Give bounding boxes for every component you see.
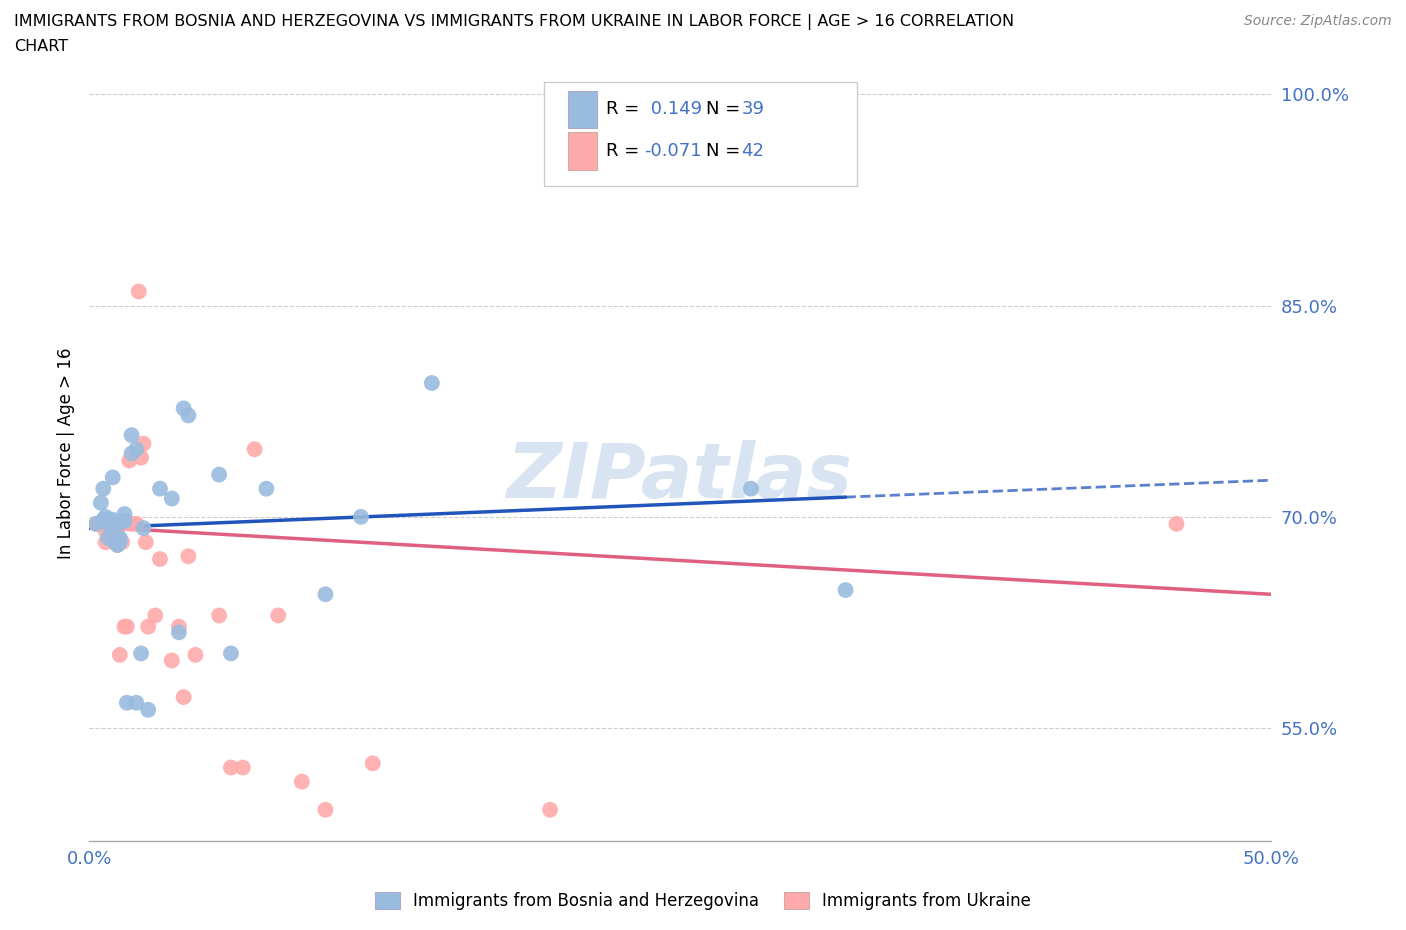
Point (149, 551, 172, 566)
Point (173, 401, 195, 416)
Text: 42: 42 (741, 142, 765, 160)
Point (107, 530, 129, 545)
Point (104, 516, 127, 531)
Point (160, 491, 183, 506)
Point (121, 428, 143, 443)
Point (740, 481, 762, 496)
Text: N =: N = (706, 142, 747, 160)
Point (107, 516, 129, 531)
Point (167, 619, 190, 634)
Point (420, 376, 443, 391)
Point (101, 516, 124, 531)
Point (114, 507, 136, 522)
Text: CHART: CHART (14, 39, 67, 54)
Point (94, 524, 117, 538)
Point (111, 513, 134, 528)
Point (108, 647, 131, 662)
Point (254, 481, 277, 496)
Text: -0.071: -0.071 (644, 142, 702, 160)
Text: R =: R = (606, 100, 644, 118)
Text: IMMIGRANTS FROM BOSNIA AND HERZEGOVINA VS IMMIGRANTS FROM UKRAINE IN LABOR FORCE: IMMIGRANTS FROM BOSNIA AND HERZEGOVINA V… (14, 14, 1014, 30)
Point (94, 535, 117, 550)
Point (107, 538, 129, 552)
Point (91, 512, 114, 527)
Point (314, 803, 336, 817)
Point (107, 538, 129, 552)
Point (1166, 516, 1188, 531)
Point (177, 408, 200, 423)
Point (97, 516, 120, 531)
Point (208, 467, 231, 482)
Legend: Immigrants from Bosnia and Herzegovina, Immigrants from Ukraine: Immigrants from Bosnia and Herzegovina, … (368, 885, 1038, 917)
Bar (568, 90, 598, 127)
Point (143, 608, 166, 623)
Text: Source: ZipAtlas.com: Source: ZipAtlas.com (1244, 14, 1392, 28)
Point (97, 512, 120, 527)
Point (136, 702, 159, 717)
Point (350, 510, 373, 525)
FancyBboxPatch shape (544, 82, 858, 186)
Text: N =: N = (706, 100, 747, 118)
Point (84, 516, 107, 531)
Point (118, 453, 141, 468)
Point (101, 470, 124, 485)
Point (129, 646, 152, 661)
Point (111, 535, 134, 550)
Point (108, 530, 131, 545)
Point (108, 535, 131, 550)
Point (177, 549, 200, 564)
Bar (568, 132, 598, 169)
Point (136, 619, 159, 634)
Text: ZIPatlas: ZIPatlas (508, 440, 853, 513)
Y-axis label: In Labor Force | Age > 16: In Labor Force | Age > 16 (58, 348, 75, 559)
Point (98, 519, 121, 534)
Point (129, 450, 152, 465)
Point (115, 619, 138, 634)
Point (219, 760, 242, 775)
Point (160, 653, 183, 668)
Point (121, 446, 143, 461)
Point (135, 535, 157, 550)
Point (90, 516, 112, 531)
Point (232, 760, 254, 775)
Point (132, 521, 155, 536)
Point (834, 582, 856, 597)
Point (121, 516, 143, 531)
Text: R =: R = (606, 142, 644, 160)
Point (91, 481, 114, 496)
Text: 0.149: 0.149 (644, 100, 702, 118)
Point (173, 690, 195, 705)
Text: 39: 39 (741, 100, 765, 118)
Point (167, 625, 190, 640)
Point (128, 284, 150, 299)
Point (538, 803, 561, 817)
Point (219, 646, 242, 661)
Point (132, 436, 155, 451)
Point (101, 512, 124, 527)
Point (114, 619, 136, 634)
Point (90, 496, 112, 511)
Point (291, 774, 314, 789)
Point (125, 442, 148, 457)
Point (98, 516, 121, 531)
Point (149, 481, 172, 496)
Point (184, 647, 207, 662)
Point (243, 442, 266, 457)
Point (104, 535, 127, 550)
Point (97, 530, 120, 545)
Point (115, 696, 138, 711)
Point (101, 530, 124, 545)
Point (84, 516, 107, 531)
Point (125, 696, 148, 711)
Point (125, 516, 148, 531)
Point (94, 510, 117, 525)
Point (267, 608, 290, 623)
Point (208, 608, 231, 623)
Point (114, 513, 136, 528)
Point (111, 516, 134, 531)
Point (361, 756, 384, 771)
Point (91, 516, 114, 531)
Point (314, 587, 336, 602)
